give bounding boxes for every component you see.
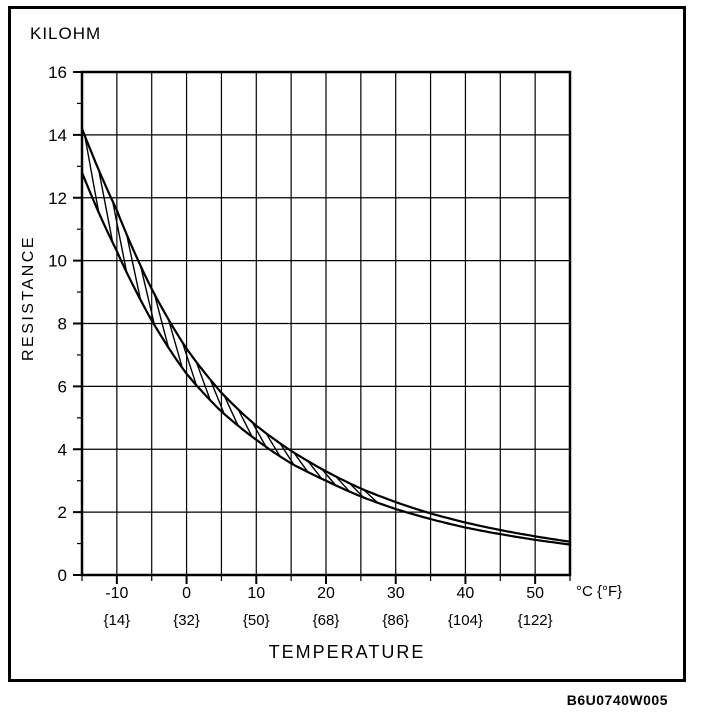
band-hatch-line: [321, 468, 337, 486]
band-hatch-line: [181, 341, 197, 386]
band-hatch-line: [265, 432, 281, 457]
y-tick-label: 14: [48, 126, 67, 145]
x-tick-label-celsius: 20: [317, 585, 335, 602]
y-axis-unit-label: KILOHM: [30, 24, 102, 43]
y-tick-label: 8: [58, 315, 67, 334]
y-tick-label: 4: [58, 440, 67, 459]
band-hatch-line: [139, 265, 156, 326]
x-tick-label-celsius: 50: [526, 585, 544, 602]
x-tick-label-fahrenheit: {68}: [313, 612, 340, 629]
x-axis-unit-label: °C {°F}: [576, 583, 623, 600]
band-hatch-line: [153, 294, 170, 348]
x-tick-label-celsius: 10: [247, 585, 265, 602]
upper-limit-curve: [80, 128, 571, 543]
band-hatch-line: [209, 379, 225, 415]
x-tick-label-fahrenheit: {32}: [173, 612, 200, 629]
x-axis-title: TEMPERATURE: [268, 642, 426, 662]
y-tick-label: 0: [58, 566, 67, 585]
x-tick-label-fahrenheit: {104}: [448, 612, 483, 629]
band-hatch-line: [349, 482, 365, 498]
band-hatch-line: [279, 442, 295, 466]
lower-limit-curve: [80, 172, 571, 546]
figure-border: [8, 6, 686, 682]
y-tick-label: 16: [48, 63, 67, 82]
band-hatch-line: [363, 489, 379, 504]
band-hatch-line: [335, 475, 351, 493]
band-hatch-line: [84, 135, 100, 213]
x-tick-label-fahrenheit: {122}: [518, 612, 553, 629]
x-tick-label-celsius: 30: [387, 585, 405, 602]
band-hatch-line: [307, 460, 323, 480]
figure-code: B6U0740W005: [566, 692, 668, 708]
x-tick-label-celsius: 0: [182, 585, 191, 602]
x-tick-label-fahrenheit: {50}: [243, 612, 270, 629]
band-hatch-line: [251, 421, 267, 448]
band-hatch-line: [111, 201, 128, 273]
band-hatch-line: [125, 234, 142, 301]
y-tick-label: 12: [48, 189, 67, 208]
x-tick-label-fahrenheit: {86}: [382, 612, 409, 629]
y-tick-label: 6: [58, 377, 67, 396]
band-hatch-line: [223, 395, 239, 427]
y-tick-label: 2: [58, 503, 67, 522]
band-hatch-line: [293, 452, 309, 473]
band-hatch-line: [195, 361, 211, 401]
x-tick-label-celsius: -10: [105, 585, 128, 602]
plot-border: [80, 70, 572, 577]
band-hatch-line: [167, 319, 184, 369]
band-hatch-line: [98, 169, 114, 243]
x-tick-label-celsius: 40: [457, 585, 475, 602]
y-axis-title: RESISTANCE: [20, 234, 37, 362]
x-tick-label-fahrenheit: {14}: [103, 612, 130, 629]
band-hatch-line: [237, 409, 253, 438]
y-tick-label: 10: [48, 252, 67, 271]
